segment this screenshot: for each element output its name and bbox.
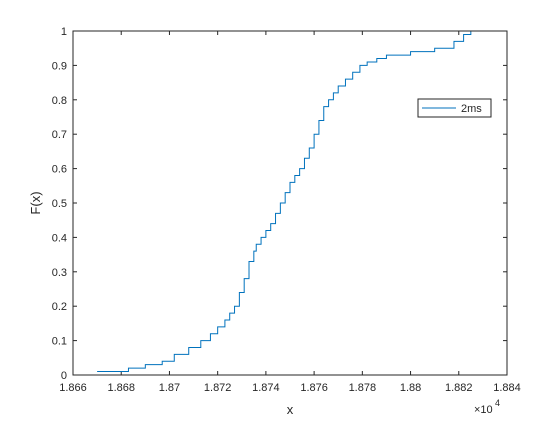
y-tick-label: 0.9 bbox=[52, 60, 67, 72]
y-tick-label: 0.6 bbox=[52, 164, 67, 176]
data-point bbox=[280, 202, 281, 203]
data-point bbox=[323, 106, 324, 107]
y-tick-label: 0.7 bbox=[52, 129, 67, 141]
data-point bbox=[128, 368, 129, 369]
data-point bbox=[328, 99, 329, 100]
data-point bbox=[345, 79, 346, 80]
data-point bbox=[253, 251, 254, 252]
x-tick-labels: 1.866 1.868 1.87 1.872 1.874 1.876 1.878 1.88 1.… bbox=[59, 382, 521, 394]
y-tick-label: 1 bbox=[61, 26, 67, 38]
data-point bbox=[200, 340, 201, 341]
series-line-2ms bbox=[97, 31, 472, 373]
data-point bbox=[309, 147, 310, 148]
data-point bbox=[244, 278, 245, 279]
data-point bbox=[318, 120, 319, 121]
legend-label-2ms: 2ms bbox=[461, 103, 482, 115]
data-point bbox=[217, 326, 218, 327]
data-point bbox=[270, 223, 271, 224]
data-point bbox=[97, 371, 98, 372]
data-point bbox=[174, 354, 175, 355]
y-tick-label: 0.1 bbox=[52, 336, 67, 348]
data-point bbox=[304, 158, 305, 159]
data-point bbox=[162, 361, 163, 362]
x-tick-label: 1.88 bbox=[400, 382, 421, 394]
x-tick-label: 1.872 bbox=[204, 382, 232, 394]
data-point bbox=[256, 244, 257, 245]
data-point bbox=[210, 333, 211, 334]
data-point bbox=[410, 51, 411, 52]
series-layer bbox=[97, 31, 472, 373]
data-point bbox=[359, 65, 360, 66]
plot-area bbox=[73, 31, 507, 375]
data-point bbox=[386, 54, 387, 55]
x-tick-label: 1.876 bbox=[300, 382, 328, 394]
data-point bbox=[367, 61, 368, 62]
x-tick-label: 1.87 bbox=[159, 382, 180, 394]
data-point bbox=[314, 134, 315, 135]
data-point bbox=[248, 261, 249, 262]
x-tick-label: 1.878 bbox=[349, 382, 377, 394]
y-tick-label: 0.8 bbox=[52, 95, 67, 107]
x-exponent-label: ×10 bbox=[474, 404, 493, 416]
data-point bbox=[229, 312, 230, 313]
data-point bbox=[224, 319, 225, 320]
y-tick-label: 0.5 bbox=[52, 198, 67, 210]
y-tick-label: 0.4 bbox=[52, 232, 67, 244]
legend: 2ms bbox=[417, 98, 492, 118]
data-point bbox=[265, 230, 266, 231]
data-point bbox=[260, 237, 261, 238]
axis-ticks bbox=[72, 30, 508, 376]
data-point bbox=[299, 168, 300, 169]
plot-frame bbox=[72, 30, 508, 376]
x-tick-label: 1.868 bbox=[107, 382, 135, 394]
data-point bbox=[398, 54, 399, 55]
data-point bbox=[453, 41, 454, 42]
data-point bbox=[285, 192, 286, 193]
x-axis-label: x bbox=[287, 402, 294, 417]
data-point bbox=[145, 364, 146, 365]
y-axis-label: F(x) bbox=[28, 191, 43, 214]
data-point bbox=[463, 34, 464, 35]
x-tick-label: 1.882 bbox=[445, 382, 473, 394]
y-tick-label: 0.3 bbox=[52, 267, 67, 279]
x-tick-label: 1.884 bbox=[493, 382, 521, 394]
data-point bbox=[338, 85, 339, 86]
x-tick-label: 1.874 bbox=[252, 382, 280, 394]
data-point bbox=[289, 182, 290, 183]
y-tick-label: 0.2 bbox=[52, 301, 67, 313]
data-point bbox=[188, 347, 189, 348]
y-tick-labels: 0 0.1 0.2 0.3 0.4 0.5 0.6 0.7 0.8 0.9 1 bbox=[52, 26, 67, 382]
data-point bbox=[352, 72, 353, 73]
data-point bbox=[275, 213, 276, 214]
x-exponent-power: 4 bbox=[495, 398, 500, 408]
data-point bbox=[234, 306, 235, 307]
data-point bbox=[376, 58, 377, 59]
y-tick-label: 0 bbox=[61, 370, 67, 382]
data-point bbox=[434, 48, 435, 49]
x-tick-label: 1.866 bbox=[59, 382, 87, 394]
data-point bbox=[333, 92, 334, 93]
data-point bbox=[294, 175, 295, 176]
data-point bbox=[239, 292, 240, 293]
